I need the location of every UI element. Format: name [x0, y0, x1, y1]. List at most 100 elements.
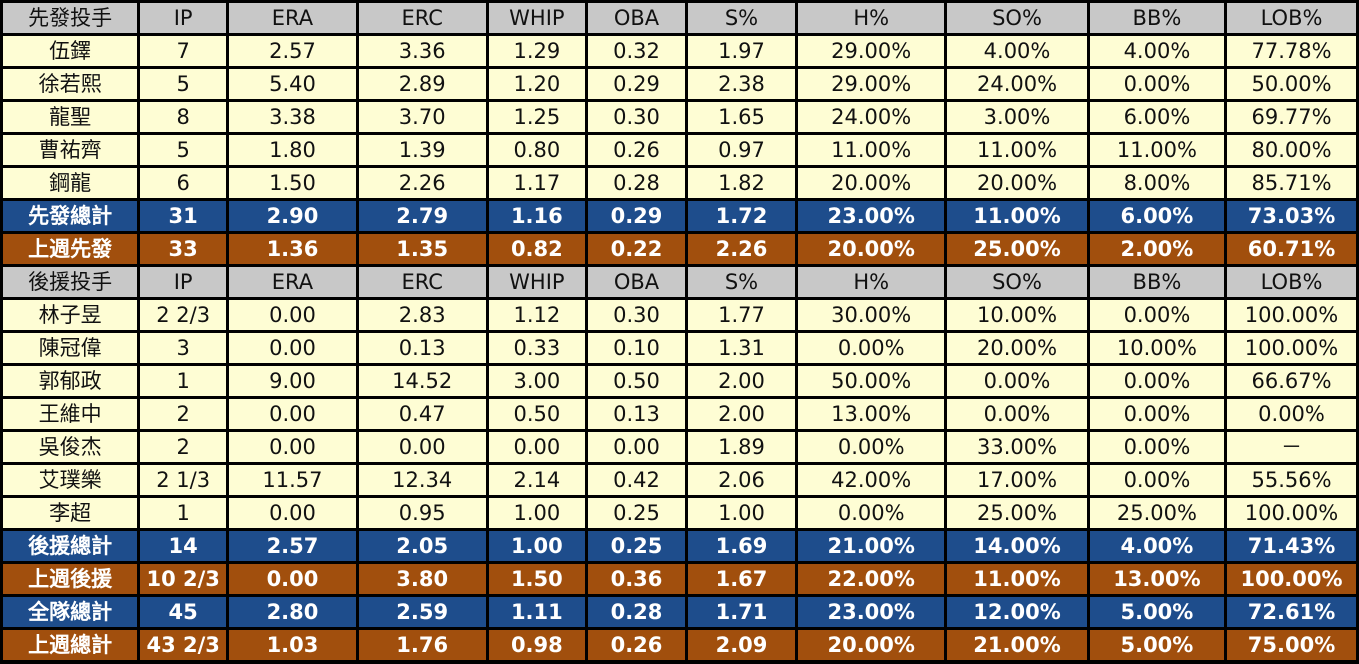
stat-cell: 33.00%: [947, 432, 1087, 462]
stat-cell: 5: [140, 135, 227, 165]
stat-cell: 4.00%: [1089, 531, 1225, 561]
stat-cell: 0.82: [488, 234, 586, 264]
stat-cell: 50.00%: [1227, 69, 1356, 99]
stat-cell: 1.89: [687, 432, 796, 462]
stat-cell: 100.00%: [1227, 333, 1356, 363]
stat-cell: 0.97: [687, 135, 796, 165]
stat-cell: 2.00: [687, 399, 796, 429]
stat-cell: 1.35: [358, 234, 486, 264]
pitcher-row: 鋼龍 6 1.50 2.26 1.17 0.28 1.82 20.00% 20.00% 8.00%…: [3, 168, 1356, 198]
stat-cell: 10.00%: [947, 300, 1087, 330]
stat-cell: 2.00: [687, 366, 796, 396]
stat-cell: 0.25: [588, 531, 685, 561]
stat-cell: 2.90: [229, 201, 356, 231]
row-label-cell: 伍鐸: [3, 36, 138, 66]
stat-cell: 0.10: [588, 333, 685, 363]
stat-cell: 100.00%: [1227, 498, 1356, 528]
stat-cell: 75.00%: [1227, 630, 1356, 660]
stat-cell: 1.12: [488, 300, 586, 330]
stat-cell: 43 2/3: [140, 630, 227, 660]
header-row: 先發投手 IP ERA ERC WHIP OBA S% H% SO% BB% LOB%: [3, 3, 1356, 33]
stat-cell: 2.00%: [1089, 234, 1225, 264]
stat-cell: 3.00%: [947, 102, 1087, 132]
stat-cell: 1.80: [229, 135, 356, 165]
stat-cell: 72.61%: [1227, 597, 1356, 627]
column-header-cell: LOB%: [1227, 267, 1356, 297]
stat-cell: 1.50: [488, 564, 586, 594]
stat-cell: 0.98: [488, 630, 586, 660]
stat-cell: 0.29: [588, 201, 685, 231]
stat-cell: 13.00%: [1089, 564, 1225, 594]
stat-cell: 25.00%: [947, 234, 1087, 264]
column-header-cell: BB%: [1089, 3, 1225, 33]
stat-cell: 29.00%: [798, 36, 945, 66]
stat-cell: 100.00%: [1227, 300, 1356, 330]
section-total-row: 先發總計 31 2.90 2.79 1.16 0.29 1.72 23.00% 11.00% 6.…: [3, 201, 1356, 231]
stat-cell: 6.00%: [1089, 102, 1225, 132]
row-label-cell: 徐若熙: [3, 69, 138, 99]
stat-cell: 11.00%: [947, 135, 1087, 165]
stat-cell: 1.25: [488, 102, 586, 132]
stat-cell: 0.00%: [798, 333, 945, 363]
stat-cell: 33: [140, 234, 227, 264]
column-header-cell: ERA: [229, 3, 356, 33]
stat-cell: 6.00%: [1089, 201, 1225, 231]
stat-cell: 2: [140, 432, 227, 462]
stat-cell: 1.00: [488, 531, 586, 561]
stat-cell: 20.00%: [798, 630, 945, 660]
stat-cell: 4.00%: [1089, 36, 1225, 66]
stat-cell: 3: [140, 333, 227, 363]
column-header-cell: H%: [798, 267, 945, 297]
stat-cell: 50.00%: [798, 366, 945, 396]
stat-cell: 11.00%: [947, 564, 1087, 594]
stat-cell: 14.00%: [947, 531, 1087, 561]
stat-cell: 3.38: [229, 102, 356, 132]
column-header-cell: ERC: [358, 267, 486, 297]
stat-cell: 13.00%: [798, 399, 945, 429]
column-header-cell: WHIP: [488, 3, 586, 33]
stat-cell: 7: [140, 36, 227, 66]
stat-cell: 1.76: [358, 630, 486, 660]
stat-cell: 17.00%: [947, 465, 1087, 495]
row-label-cell: 全隊總計: [3, 597, 138, 627]
stat-cell: 1.65: [687, 102, 796, 132]
stat-cell: 23.00%: [798, 201, 945, 231]
column-header-cell: WHIP: [488, 267, 586, 297]
stat-cell: 0.26: [588, 135, 685, 165]
column-header-cell: SO%: [947, 267, 1087, 297]
stat-cell: 2 1/3: [140, 465, 227, 495]
row-label-cell: 艾璞樂: [3, 465, 138, 495]
pitcher-row: 曹祐齊 5 1.80 1.39 0.80 0.26 0.97 11.00% 11.00% 11.0…: [3, 135, 1356, 165]
stat-cell: 100.00%: [1227, 564, 1356, 594]
stat-cell: 0.28: [588, 597, 685, 627]
stat-cell: 1.50: [229, 168, 356, 198]
stat-cell: 2 2/3: [140, 300, 227, 330]
row-label-cell: 上週後援: [3, 564, 138, 594]
pitcher-row: 郭郁政 1 9.00 14.52 3.00 0.50 2.00 50.00% 0.00% 0.00…: [3, 366, 1356, 396]
team-last-week-row: 上週總計 43 2/3 1.03 1.76 0.98 0.26 2.09 20.00% 21.0…: [3, 630, 1356, 660]
row-label-cell: 龍聖: [3, 102, 138, 132]
stat-cell: 12.00%: [947, 597, 1087, 627]
stat-cell: 0.00%: [1089, 399, 1225, 429]
last-week-row: 上週先發 33 1.36 1.35 0.82 0.22 2.26 20.00% 25.00% 2.…: [3, 234, 1356, 264]
stat-cell: 1.29: [488, 36, 586, 66]
stat-cell: 1.67: [687, 564, 796, 594]
stat-cell: 0.00: [229, 432, 356, 462]
stat-cell: 29.00%: [798, 69, 945, 99]
stat-cell: 21.00%: [798, 531, 945, 561]
stat-cell: 1.39: [358, 135, 486, 165]
stat-cell: 0.80: [488, 135, 586, 165]
stat-cell: 9.00: [229, 366, 356, 396]
stat-cell: 8.00%: [1089, 168, 1225, 198]
stat-cell: 1.00: [488, 498, 586, 528]
stat-cell: 21.00%: [947, 630, 1087, 660]
last-week-row: 上週後援 10 2/3 0.00 3.80 1.50 0.36 1.67 22.00% 11.0…: [3, 564, 1356, 594]
stat-cell: 24.00%: [798, 102, 945, 132]
stat-cell: 0.28: [588, 168, 685, 198]
row-label-cell: 上週總計: [3, 630, 138, 660]
stat-cell: 8: [140, 102, 227, 132]
pitcher-row: 王維中 2 0.00 0.47 0.50 0.13 2.00 13.00% 0.00% 0.00%…: [3, 399, 1356, 429]
stat-cell: 0.95: [358, 498, 486, 528]
stat-cell: 1.72: [687, 201, 796, 231]
